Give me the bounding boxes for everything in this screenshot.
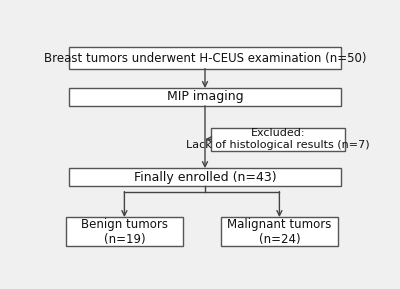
FancyBboxPatch shape	[66, 217, 183, 246]
Text: MIP imaging: MIP imaging	[167, 90, 243, 103]
Text: Finally enrolled (n=43): Finally enrolled (n=43)	[134, 171, 276, 184]
FancyBboxPatch shape	[69, 168, 341, 186]
FancyBboxPatch shape	[220, 217, 338, 246]
Text: Breast tumors underwent H-CEUS examination (n=50): Breast tumors underwent H-CEUS examinati…	[44, 51, 366, 64]
FancyBboxPatch shape	[69, 47, 341, 68]
FancyBboxPatch shape	[69, 88, 341, 106]
Text: Benign tumors
(n=19): Benign tumors (n=19)	[81, 218, 168, 246]
Text: Excluded:
Lack of histological results (n=7): Excluded: Lack of histological results (…	[186, 129, 370, 150]
FancyBboxPatch shape	[211, 127, 344, 151]
Text: Malignant tumors
(n=24): Malignant tumors (n=24)	[227, 218, 332, 246]
